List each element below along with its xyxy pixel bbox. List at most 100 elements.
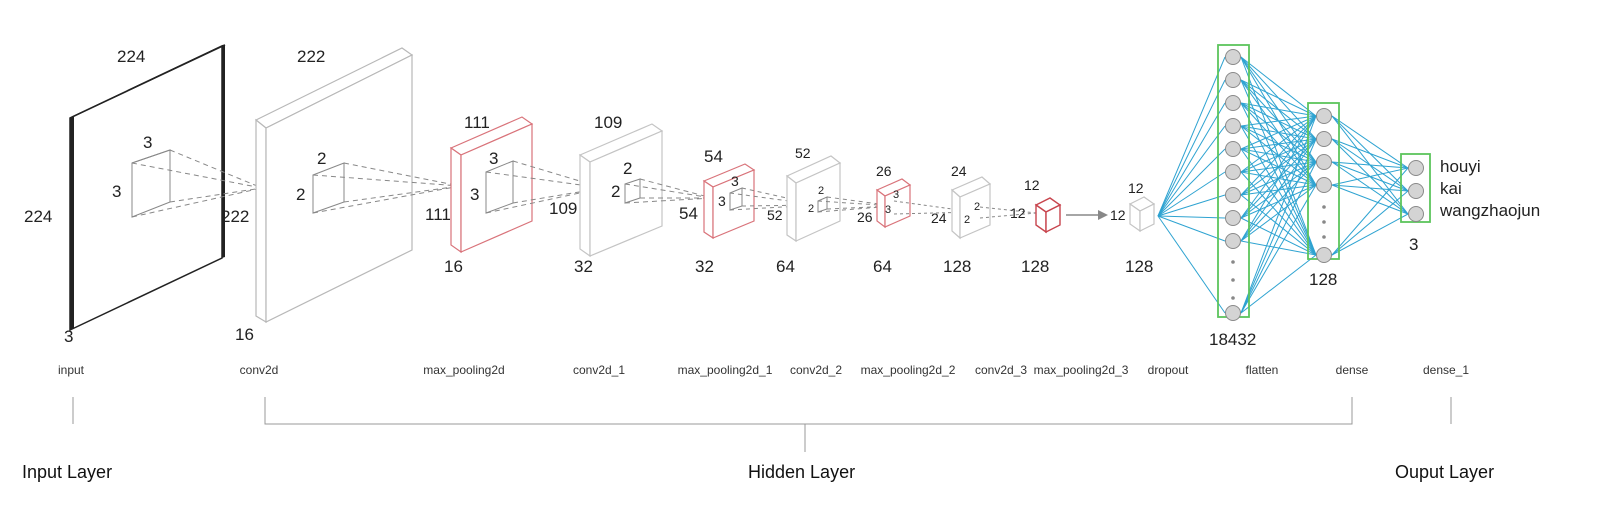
- output-layer-label: Ouput Layer: [1395, 462, 1494, 482]
- max-pooling2d-2-volume: [875, 178, 912, 229]
- input-depth-dim: 3: [64, 327, 73, 346]
- max-pooling2d-side-dim: 111: [425, 205, 451, 224]
- connection-line: [1240, 115, 1317, 196]
- connection-line: [1157, 148, 1226, 217]
- neuron-node: [1316, 177, 1332, 193]
- connection-line: [1240, 184, 1317, 242]
- dropout-side-dim: 12: [1110, 207, 1126, 223]
- dense-units: 128: [1309, 270, 1337, 289]
- max-pooling2d-1-volume: [702, 163, 756, 240]
- conv2d-depth-dim: 16: [235, 325, 254, 344]
- connection-line: [1331, 213, 1409, 256]
- max-pooling2d-2-depth-dim: 64: [873, 257, 892, 276]
- conv2d-1-volume: [578, 123, 664, 258]
- neuron-node: [1316, 108, 1332, 124]
- connection-line: [1240, 138, 1317, 314]
- layer-name-max-pooling2d-1: max_pooling2d_1: [678, 363, 773, 377]
- layer-name-dropout: dropout: [1148, 363, 1189, 377]
- input-kernel-top: 3: [143, 133, 152, 152]
- conv2d-1-kernel-top: 2: [623, 159, 632, 178]
- connection-line: [1331, 184, 1409, 192]
- connection-line: [1240, 56, 1317, 117]
- max-pooling2d-2-kernel-side: 3: [885, 204, 891, 216]
- connection-line: [1157, 102, 1226, 217]
- hidden-group-bracket: [264, 397, 1353, 452]
- connection-line: [1331, 161, 1409, 169]
- conv2d-3-kernel-side: 2: [964, 214, 970, 226]
- output-nodes: [1408, 160, 1424, 222]
- flatten-nodes: [1225, 49, 1241, 321]
- neuron-node: [1225, 49, 1241, 65]
- neuron-node: [1225, 210, 1241, 226]
- connection-line: [1240, 115, 1317, 127]
- neuron-node: [1225, 187, 1241, 203]
- max-pooling2d-2-top-dim: 26: [876, 163, 892, 179]
- max-pooling2d-1-kernel-top: 3: [731, 173, 739, 189]
- conv2d-top-dim: 222: [297, 47, 325, 66]
- connection-line: [1331, 184, 1409, 215]
- connection-line: [1240, 161, 1317, 314]
- conv2d-volume: [254, 47, 414, 324]
- conv2d-2-depth-dim: 64: [776, 257, 795, 276]
- layer-name-conv2d-3: conv2d_3: [975, 363, 1027, 377]
- neuron-node: [1225, 95, 1241, 111]
- max-pooling2d-depth-dim: 16: [444, 257, 463, 276]
- layer-name-dense: dense: [1336, 363, 1369, 377]
- connection-line: [1331, 138, 1409, 169]
- connection-line: [1240, 240, 1317, 256]
- connection-line: [1331, 167, 1409, 186]
- connection-line: [1157, 79, 1226, 217]
- neuron-node: [1225, 305, 1241, 321]
- max-pooling2d-1-side-dim: 54: [679, 204, 698, 223]
- ellipsis-dot: [1231, 278, 1235, 282]
- connection-line: [1240, 138, 1317, 242]
- input-side-dim: 224: [24, 207, 52, 226]
- class-label-wangzhaojun: wangzhaojun: [1439, 201, 1540, 220]
- ellipsis-dot: [1322, 235, 1326, 239]
- dropout-top-dim: 12: [1128, 180, 1144, 196]
- conv2d-3-volume: [950, 176, 992, 240]
- neuron-node: [1408, 183, 1424, 199]
- connection-line: [1331, 115, 1409, 169]
- max-pooling2d-kernel-side: 3: [470, 185, 479, 204]
- neuron-node: [1225, 164, 1241, 180]
- class-label-kai: kai: [1440, 179, 1462, 198]
- layer-name-input: input: [58, 363, 85, 377]
- connection-line: [1157, 171, 1226, 217]
- neuron-node: [1316, 154, 1332, 170]
- layer-name-conv2d-2: conv2d_2: [790, 363, 842, 377]
- max-pooling2d-volume: [449, 116, 534, 254]
- connection-line: [1240, 254, 1317, 314]
- conv2d-kernel-side: 2: [296, 185, 305, 204]
- layer-name-flatten: flatten: [1246, 363, 1279, 377]
- conv2d-2-kernel-top: 2: [818, 185, 824, 197]
- dense-1-box: [1400, 153, 1431, 223]
- dense-nodes: [1316, 108, 1332, 263]
- connection-line: [1240, 161, 1317, 242]
- connection-line: [1240, 115, 1317, 242]
- conv2d-3-kernel-top: 2: [974, 201, 980, 213]
- connection-line: [1157, 194, 1226, 217]
- conv2d-1-kernel-side: 2: [611, 182, 620, 201]
- input-layer-label: Input Layer: [22, 462, 112, 482]
- dense-connections: [1157, 56, 1409, 314]
- connection-line: [1157, 125, 1226, 217]
- max-pooling2d-1-top-dim: 54: [704, 147, 723, 166]
- conv2d-kernel-top: 2: [317, 149, 326, 168]
- max-pooling2d-3-side-dim: 12: [1010, 205, 1026, 221]
- conv2d-3-top-dim: 24: [951, 163, 967, 179]
- input-top-dim: 224: [117, 47, 145, 66]
- neuron-node: [1408, 160, 1424, 176]
- connection-line: [1240, 184, 1317, 314]
- connection-line: [1240, 115, 1317, 219]
- max-pooling2d-kernel-top: 3: [489, 149, 498, 168]
- conv2d-2-top-dim: 52: [795, 145, 811, 161]
- conv2d-2-volume: [785, 155, 842, 243]
- connection-line: [1331, 167, 1409, 256]
- dropout-depth-dim: 128: [1125, 257, 1153, 276]
- ellipsis-dot: [1231, 260, 1235, 264]
- max-pooling2d-2-side-dim: 26: [857, 209, 873, 225]
- ellipsis-dot: [1322, 220, 1326, 224]
- connection-line: [1331, 190, 1409, 256]
